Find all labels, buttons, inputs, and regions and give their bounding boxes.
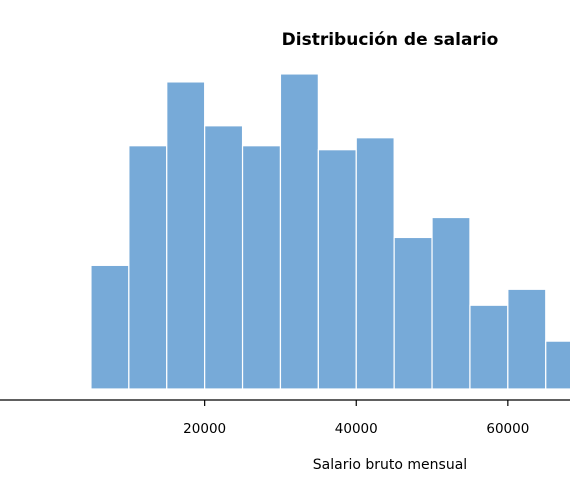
histogram-bar-5 [279, 73, 319, 390]
x-tick-label-1: 40000 [335, 421, 378, 437]
histogram-bar-10 [469, 304, 509, 390]
bars-group [90, 73, 570, 390]
histogram-bar-2 [166, 81, 206, 390]
histogram-bar-0 [90, 264, 130, 390]
x-ticks-group: 20000 40000 60000 [183, 400, 529, 437]
histogram-bar-1 [128, 145, 168, 390]
histogram-bar-3 [204, 125, 244, 390]
histogram-bar-11 [507, 288, 547, 390]
histogram-bar-9 [431, 216, 471, 390]
x-tick-label-0: 20000 [183, 421, 226, 437]
histogram-bar-4 [241, 145, 282, 390]
x-tick-label-2: 60000 [486, 421, 529, 437]
histogram-bar-8 [393, 236, 433, 390]
histogram-bar-7 [355, 137, 395, 390]
histogram-bar-12 [545, 340, 570, 390]
x-axis-label: Salario bruto mensual [313, 457, 467, 473]
histogram-bar-6 [317, 149, 357, 390]
chart-title: Distribución de salario [282, 30, 499, 50]
